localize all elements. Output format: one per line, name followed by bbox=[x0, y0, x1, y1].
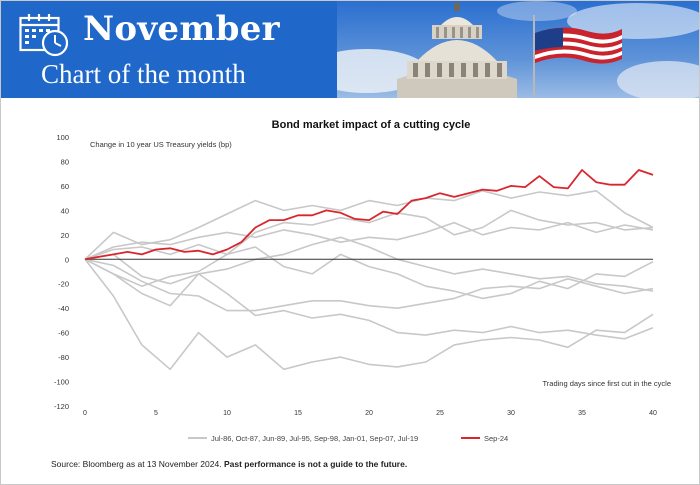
y-axis-label: Change in 10 year US Treasury yields (bp… bbox=[90, 140, 232, 149]
x-tick-label: 40 bbox=[649, 410, 657, 417]
y-tick-label: -120 bbox=[54, 402, 69, 411]
historical-cycle-line-5 bbox=[84, 258, 654, 312]
banner: November Chart of the month bbox=[1, 1, 699, 98]
x-tick-label: 5 bbox=[154, 410, 158, 417]
y-tick-label: -100 bbox=[54, 378, 69, 387]
historical-cycle-line-7 bbox=[84, 246, 654, 300]
historical-cycle-line-4 bbox=[84, 209, 654, 261]
x-tick-label: 35 bbox=[578, 410, 586, 417]
source-note: Source: Bloomberg as at 13 November 2024… bbox=[51, 459, 407, 469]
banner-subtitle: Chart of the month bbox=[41, 59, 246, 89]
disclaimer-text: Past performance is not a guide to the f… bbox=[223, 459, 408, 469]
y-tick-label: -80 bbox=[58, 353, 69, 362]
x-axis-label: Trading days since first cut in the cycl… bbox=[542, 379, 671, 388]
bond-market-line-chart: Bond market impact of a cutting cycle Ch… bbox=[54, 119, 671, 443]
x-tick-label: 20 bbox=[365, 410, 373, 417]
historical-cycles-series bbox=[84, 190, 654, 371]
historical-cycle-line-8 bbox=[84, 221, 654, 261]
y-tick-label: 0 bbox=[65, 255, 69, 264]
y-tick-label: -60 bbox=[58, 329, 69, 338]
chart-title: Bond market impact of a cutting cycle bbox=[272, 119, 471, 131]
legend-label-sep-24: Sep-24 bbox=[484, 434, 508, 443]
x-axis-ticks: 0 5 10 15 20 25 30 35 40 bbox=[83, 410, 657, 417]
sep-24-series bbox=[84, 169, 654, 261]
capitol-dome-photo bbox=[337, 1, 699, 98]
calendar-clock-icon bbox=[19, 14, 69, 57]
legend-label-historical: Jul-86, Oct-87, Jun-89, Jul-95, Sep-98, … bbox=[211, 434, 418, 443]
source-text: Source: Bloomberg as at 13 November 2024… bbox=[51, 459, 222, 469]
historical-cycle-line-3 bbox=[84, 258, 654, 371]
y-tick-label: 60 bbox=[61, 182, 69, 191]
sep-24-line bbox=[84, 169, 654, 261]
x-tick-label: 0 bbox=[83, 410, 87, 417]
historical-cycle-line-1 bbox=[84, 190, 654, 260]
y-tick-label: 100 bbox=[56, 133, 69, 142]
chart-legend: Jul-86, Oct-87, Jun-89, Jul-95, Sep-98, … bbox=[188, 434, 508, 443]
y-tick-label: 20 bbox=[61, 231, 69, 240]
historical-cycle-line-2 bbox=[84, 258, 654, 340]
x-tick-label: 10 bbox=[223, 410, 231, 417]
y-tick-label: -20 bbox=[58, 280, 69, 289]
banner-title: November bbox=[83, 9, 280, 49]
x-tick-label: 15 bbox=[294, 410, 302, 417]
x-tick-label: 30 bbox=[507, 410, 515, 417]
y-axis-ticks: 100 80 60 40 20 0 -20 -40 -60 -80 -100 -120 bbox=[54, 133, 69, 411]
y-tick-label: 40 bbox=[61, 206, 69, 215]
historical-cycle-line-6 bbox=[84, 236, 654, 292]
y-tick-label: 80 bbox=[61, 157, 69, 166]
y-tick-label: -40 bbox=[58, 304, 69, 313]
x-tick-label: 25 bbox=[436, 410, 444, 417]
